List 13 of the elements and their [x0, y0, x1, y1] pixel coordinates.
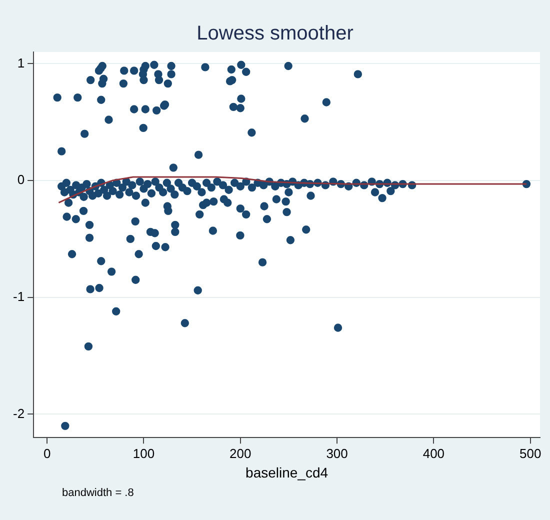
- x-tick-label: 500: [519, 446, 542, 461]
- y-tick-label: -2: [12, 406, 25, 421]
- x-axis-title: baseline_cd4: [246, 464, 328, 480]
- x-tick-label: 100: [132, 446, 155, 461]
- x-tick-label: 300: [326, 446, 348, 461]
- y-tick-label: -1: [12, 288, 25, 304]
- x-tick-label: 200: [230, 446, 252, 461]
- text: bandwidth = .8: [62, 487, 134, 499]
- y-tick-label: 1: [17, 55, 25, 70]
- y-tick-label: 0: [17, 172, 25, 188]
- x-tick-label: 400: [422, 446, 445, 461]
- x-tick-label: 0: [43, 446, 51, 461]
- chart-title: Lowess smoother: [196, 22, 354, 45]
